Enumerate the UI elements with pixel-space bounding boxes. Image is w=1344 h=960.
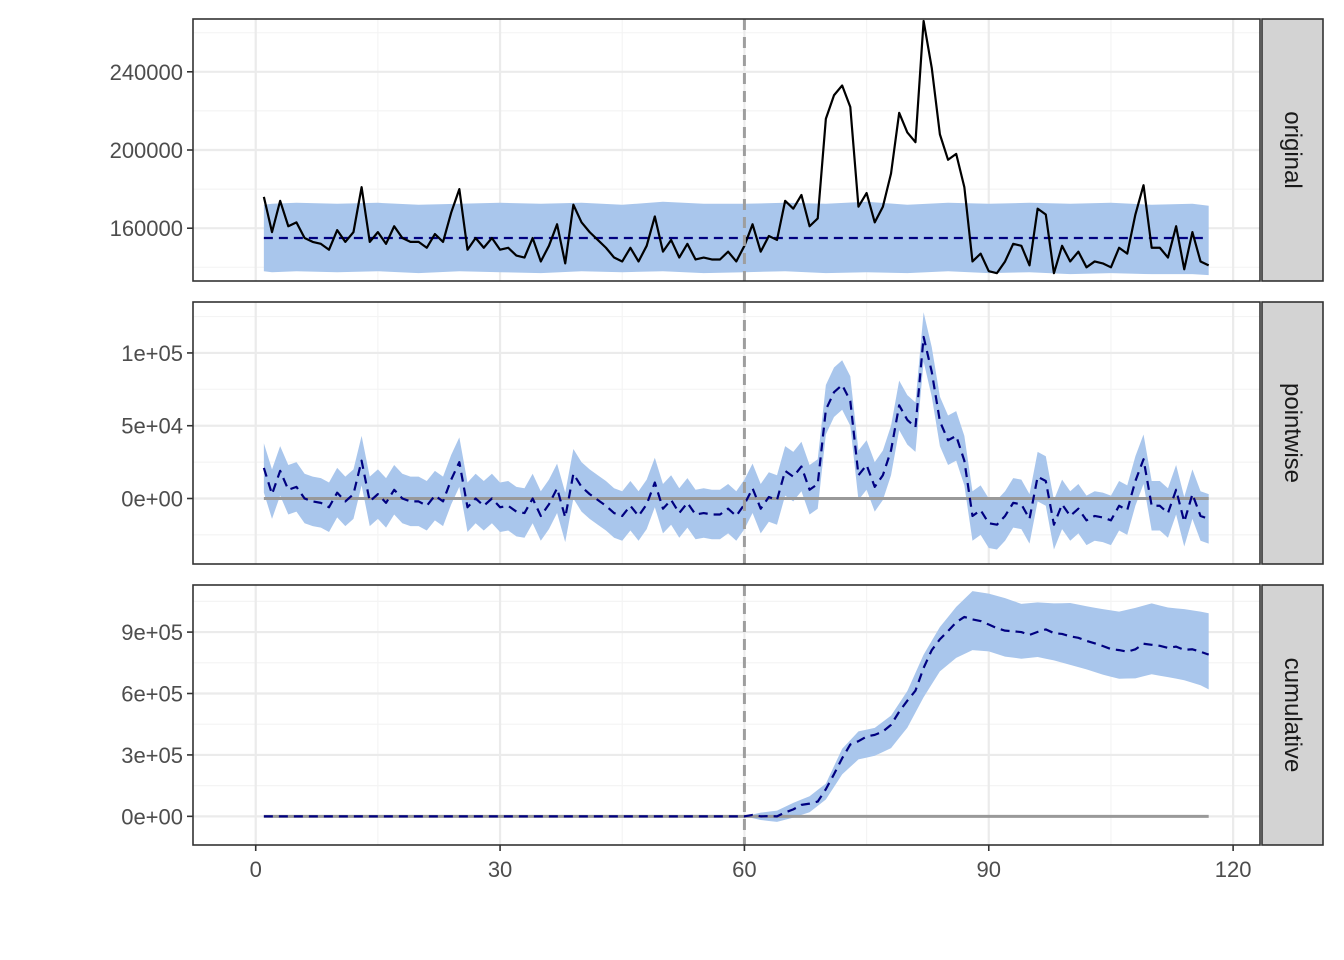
x-tick-label: 0 <box>250 857 262 882</box>
observed-series-line <box>262 19 1210 275</box>
y-tick-label: 0e+00 <box>121 804 183 829</box>
strip-background <box>1261 301 1324 565</box>
pointwise-effect-line <box>262 335 1210 526</box>
panel-border <box>192 301 1261 565</box>
panel-pointwise: 0e+00 5e+04 1e+05 pointwise <box>121 301 1324 565</box>
y-tick-label: 6e+05 <box>121 682 183 707</box>
plot-area-cumulative <box>263 591 1210 822</box>
pointwise-interval-band <box>263 312 1209 550</box>
y-tick-label: 0e+00 <box>121 487 183 512</box>
strip-background <box>1261 584 1324 846</box>
x-tick-label: 120 <box>1215 857 1252 882</box>
panel-border <box>192 584 1261 846</box>
y-tick-label: 200000 <box>110 138 183 163</box>
strip-label-cumulative: cumulative <box>1279 658 1306 773</box>
plot-area-pointwise <box>262 312 1210 550</box>
x-tick-label: 30 <box>488 857 512 882</box>
plot-area-original <box>262 19 1210 276</box>
x-tick-label: 90 <box>977 857 1001 882</box>
panel-cumulative: 0e+00 3e+05 6e+05 9e+05 cumulative <box>121 584 1324 846</box>
x-axis: 0 30 60 90 120 <box>250 845 1252 882</box>
panel-original: 160000 200000 240000 original <box>110 18 1324 282</box>
strip-background <box>1261 18 1324 282</box>
strip-label-original: original <box>1279 111 1306 188</box>
strip-label-pointwise: pointwise <box>1279 383 1306 483</box>
cumulative-interval-band <box>744 591 1209 822</box>
y-tick-label: 9e+05 <box>121 620 183 645</box>
cumulative-effect-line <box>263 615 1210 818</box>
y-tick-label: 3e+05 <box>121 743 183 768</box>
y-tick-label: 1e+05 <box>121 341 183 366</box>
x-tick-label: 60 <box>732 857 756 882</box>
y-tick-label: 240000 <box>110 60 183 85</box>
y-tick-label: 5e+04 <box>121 414 183 439</box>
y-tick-label: 160000 <box>110 216 183 241</box>
